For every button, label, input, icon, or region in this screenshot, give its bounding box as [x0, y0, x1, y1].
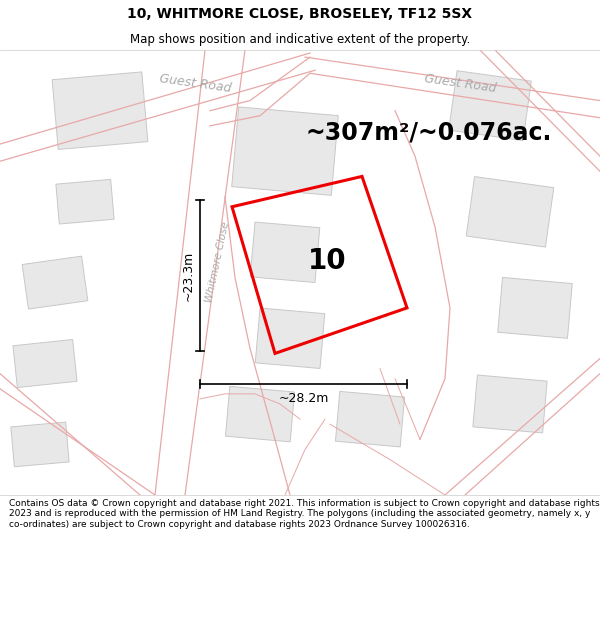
Bar — [56, 179, 114, 224]
Bar — [498, 278, 572, 338]
Text: Guest Road: Guest Road — [158, 72, 232, 95]
Text: Whitmore Close: Whitmore Close — [205, 221, 232, 304]
Bar — [22, 256, 88, 309]
Text: Map shows position and indicative extent of the property.: Map shows position and indicative extent… — [130, 32, 470, 46]
Text: ~307m²/~0.076ac.: ~307m²/~0.076ac. — [305, 121, 551, 145]
Bar — [449, 71, 532, 141]
Text: ~23.3m: ~23.3m — [182, 251, 195, 301]
Text: Contains OS data © Crown copyright and database right 2021. This information is : Contains OS data © Crown copyright and d… — [9, 499, 599, 529]
Text: 10: 10 — [308, 247, 346, 275]
Bar — [466, 176, 554, 247]
Bar — [255, 308, 325, 369]
Bar — [226, 386, 295, 442]
Bar — [52, 72, 148, 149]
Text: ~28.2m: ~28.2m — [278, 392, 329, 405]
Text: 10, WHITMORE CLOSE, BROSELEY, TF12 5SX: 10, WHITMORE CLOSE, BROSELEY, TF12 5SX — [127, 7, 473, 21]
Text: Guest Road: Guest Road — [423, 72, 497, 95]
Bar — [13, 339, 77, 388]
Bar — [11, 422, 69, 467]
Bar — [335, 391, 404, 447]
Bar — [232, 107, 338, 196]
Bar — [473, 375, 547, 433]
Bar — [250, 222, 320, 282]
